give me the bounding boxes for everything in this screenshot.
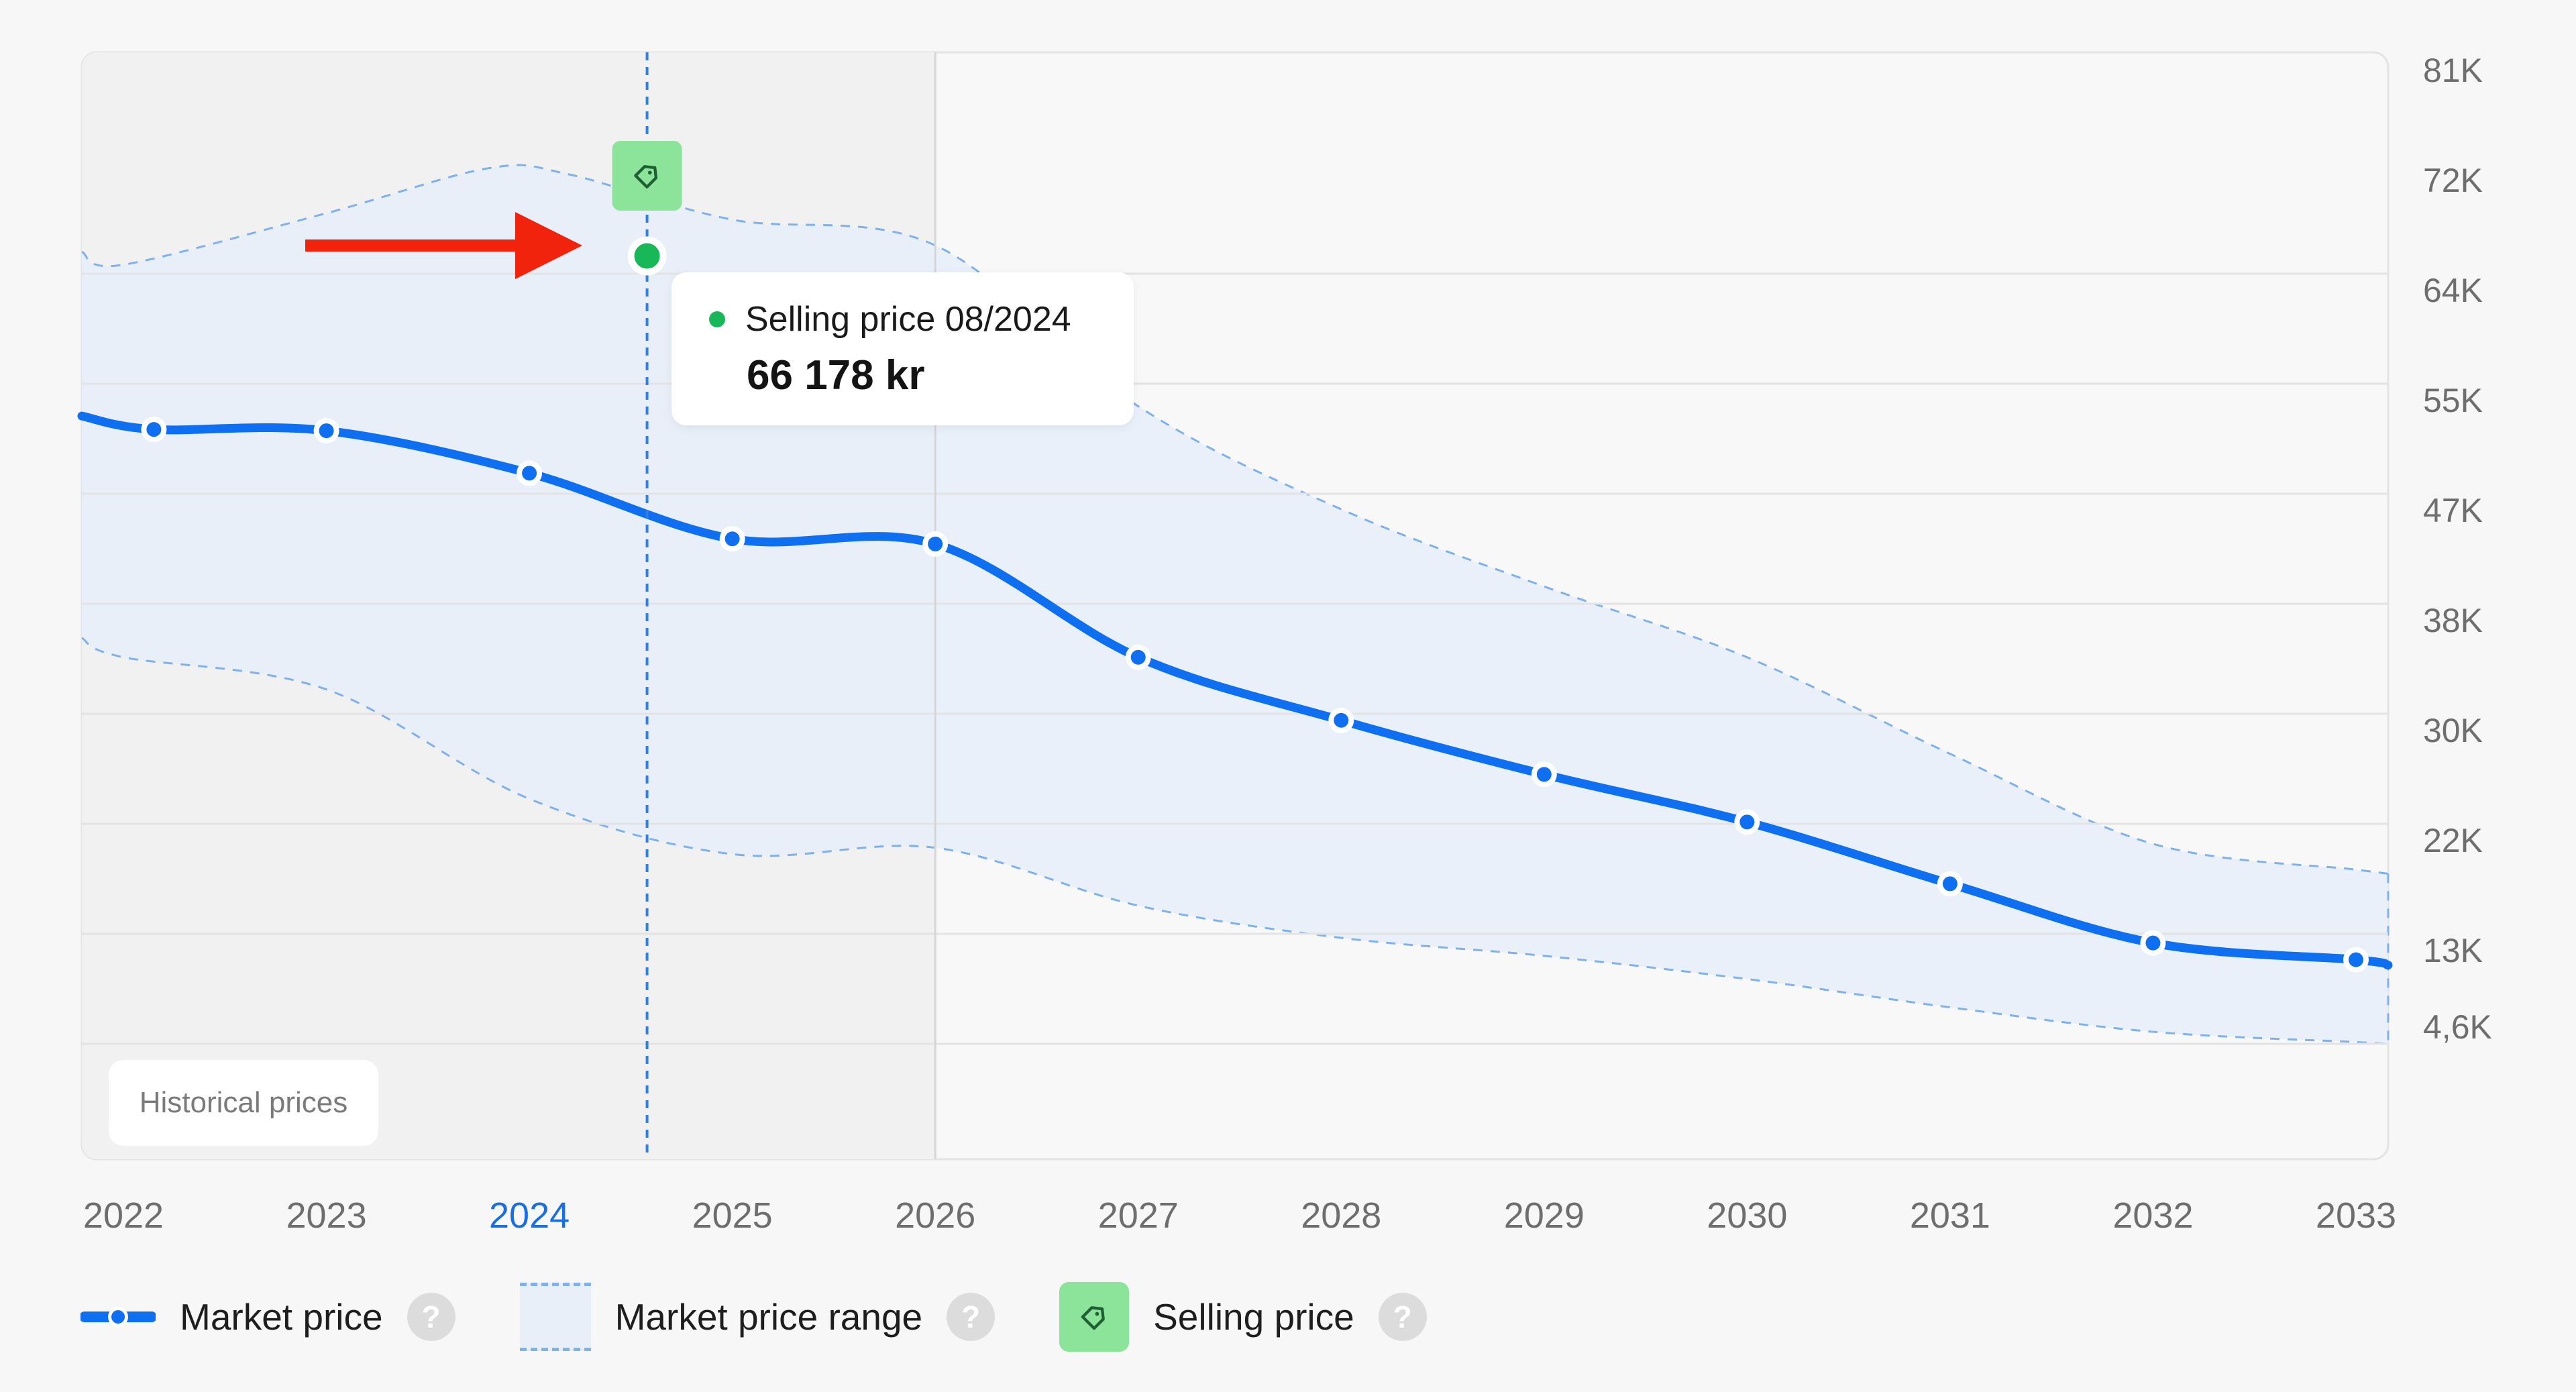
y-tick-label: 38K: [2423, 602, 2483, 639]
price-tag-outline: [634, 165, 658, 189]
market-price-point-core: [1536, 767, 1552, 782]
price-tag-glyph: [634, 165, 658, 189]
help-icon[interactable]: ?: [407, 1292, 455, 1341]
market-price-point-core: [2349, 952, 2363, 967]
price-tag-badge: [612, 141, 682, 211]
x-tick-label: 2029: [1504, 1195, 1585, 1236]
x-tick-label: 2027: [1098, 1195, 1179, 1236]
market-price-line-icon: [80, 1306, 156, 1327]
x-tick-label: 2033: [2316, 1195, 2396, 1236]
x-tick-label: 2026: [895, 1195, 975, 1236]
x-tick-label: 2023: [286, 1195, 366, 1236]
help-icon[interactable]: ?: [1378, 1292, 1427, 1341]
legend-label-market-price-range: Market price range: [614, 1295, 923, 1338]
market-price-point-core: [928, 536, 943, 551]
price-tag-icon: [634, 165, 658, 189]
legend: Market price ? Market price range ? Sell…: [80, 1275, 1491, 1358]
legend-item-selling-price[interactable]: Selling price ?: [1059, 1281, 1427, 1352]
market-price-point-core: [319, 423, 334, 439]
price-tag-hole: [647, 170, 652, 175]
market-price-point-core: [724, 531, 740, 547]
y-tick-label: 72K: [2423, 162, 2483, 199]
y-tick-label: 22K: [2423, 822, 2483, 859]
y-tick-label: 47K: [2423, 492, 2483, 529]
y-tick-label: 55K: [2423, 382, 2483, 419]
market-price-point-core: [1739, 814, 1755, 830]
price-tag-icon: [1059, 1281, 1130, 1352]
y-tick-label: 13K: [2423, 932, 2483, 969]
x-tick-label: 2028: [1301, 1195, 1381, 1236]
x-tick-label: 2032: [2112, 1195, 2193, 1236]
range-band-upper: [81, 164, 2389, 875]
tooltip-title: Selling price 08/2024: [745, 300, 1071, 339]
market-price-point-core: [146, 422, 162, 437]
market-price-line: [77, 411, 2393, 970]
tooltip-value: 66 178 kr: [747, 352, 925, 398]
legend-item-market-price[interactable]: Market price ?: [80, 1292, 455, 1341]
range-band-icon: [519, 1282, 591, 1351]
help-icon[interactable]: ?: [947, 1292, 996, 1341]
y-tick-label: 64K: [2423, 272, 2483, 309]
x-tick-label: 2031: [1910, 1195, 1990, 1236]
market-price-point-core: [522, 466, 537, 481]
x-tick-label: 2024: [489, 1195, 570, 1236]
arrow-head: [515, 212, 582, 279]
historical-prices-badge: Historical prices: [109, 1060, 378, 1146]
y-tick-label: 4,6K: [2423, 1008, 2492, 1046]
y-tick-label: 30K: [2423, 712, 2483, 749]
market-price-point-core: [1130, 649, 1146, 665]
selling-price-tooltip: Selling price 08/2024 66 178 kr: [672, 272, 1134, 425]
market-price-point-core: [1334, 712, 1349, 728]
selling-price-point: [634, 243, 660, 269]
range-band-lower: [81, 637, 2389, 1045]
legend-label-selling-price: Selling price: [1153, 1295, 1354, 1338]
x-tick-label: 2030: [1707, 1195, 1787, 1236]
tooltip-dot: [709, 311, 725, 327]
x-tick-label: 2025: [692, 1195, 773, 1236]
market-price-point-core: [1942, 876, 1957, 892]
legend-item-market-price-range[interactable]: Market price range ?: [519, 1282, 996, 1351]
market-price-point-core: [2145, 935, 2161, 951]
y-tick-label: 81K: [2423, 52, 2483, 89]
x-tick-label: 2022: [83, 1195, 164, 1236]
legend-label-market-price: Market price: [180, 1295, 383, 1338]
